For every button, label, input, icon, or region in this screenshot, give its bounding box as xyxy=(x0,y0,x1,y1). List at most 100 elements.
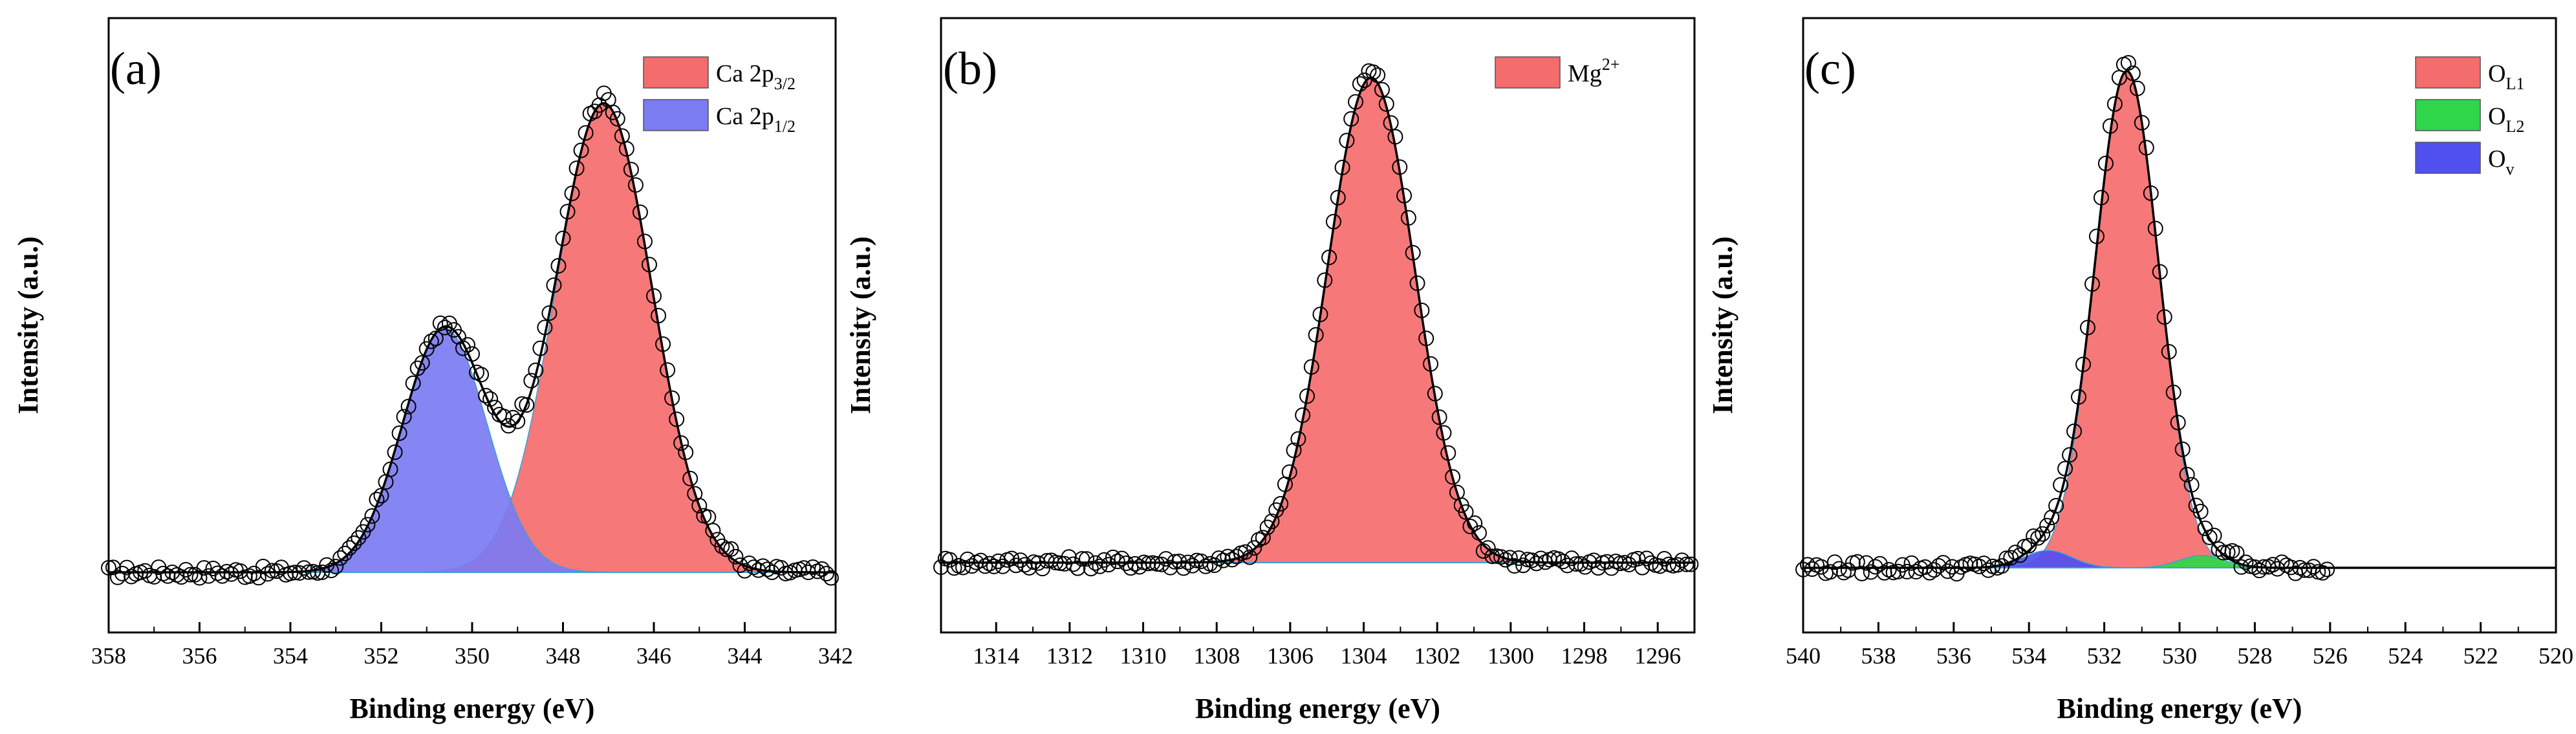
data-point xyxy=(364,508,380,524)
data-point xyxy=(1427,385,1443,402)
data-point xyxy=(432,315,448,331)
legend: OL1 OL2 Ov xyxy=(2415,56,2524,178)
data-point xyxy=(1317,272,1333,288)
data-point xyxy=(1105,549,1121,565)
data-point xyxy=(2156,309,2172,325)
data-point xyxy=(1440,445,1456,461)
y-axis-title: Intensity (a.u.) xyxy=(12,236,44,414)
data-point xyxy=(2138,140,2154,156)
data-point xyxy=(814,561,830,577)
data-point xyxy=(1502,550,1518,566)
panel-a-chart: 358 356 354 352 350 348 346 344 342 Binding energ… xyxy=(12,17,853,724)
data-point xyxy=(2165,384,2181,400)
data-point xyxy=(2097,155,2114,171)
data-point xyxy=(1184,557,1200,574)
data-point xyxy=(1348,94,1364,110)
data-point xyxy=(1303,359,1319,375)
data-point xyxy=(1374,81,1390,98)
data-point xyxy=(2062,447,2078,463)
legend-swatch xyxy=(1495,56,1561,89)
data-point xyxy=(1255,530,1271,546)
data-point xyxy=(255,558,271,574)
data-point xyxy=(400,398,417,415)
data-point xyxy=(609,111,625,127)
data-point xyxy=(328,559,344,575)
data-point xyxy=(1325,213,1341,230)
data-point xyxy=(1123,560,1139,576)
data-point xyxy=(1378,96,1394,112)
data-point xyxy=(2319,561,2335,577)
data-point xyxy=(2093,189,2109,206)
data-point xyxy=(627,177,644,193)
data-point xyxy=(1365,64,1381,80)
data-point xyxy=(532,340,548,356)
data-point xyxy=(2265,557,2281,573)
data-point xyxy=(2215,545,2231,561)
data-point xyxy=(1334,159,1350,175)
data-point xyxy=(1678,556,1694,572)
data-point xyxy=(646,288,662,304)
x-tick-label: 348 xyxy=(546,643,581,669)
data-point xyxy=(1971,558,1987,574)
data-point xyxy=(1295,407,1311,423)
data-point xyxy=(1849,554,1865,570)
data-point xyxy=(351,530,367,546)
data-point xyxy=(191,570,208,586)
data-point xyxy=(1281,464,1297,480)
x-axis-title: Binding energy (eV) xyxy=(1195,693,1440,724)
data-point xyxy=(641,257,657,273)
data-point xyxy=(473,367,490,383)
legend-label: Ca 2p3/2 xyxy=(716,60,796,93)
data-point xyxy=(319,557,335,573)
data-point xyxy=(1127,556,1143,572)
data-point xyxy=(246,565,262,581)
data-point xyxy=(2143,185,2159,201)
data-point xyxy=(2039,517,2055,534)
envelope-fit-line xyxy=(1803,69,2556,569)
data-point xyxy=(346,535,362,552)
data-point xyxy=(450,329,466,345)
y-axis-title: Intensity (a.u.) xyxy=(1707,236,1738,414)
data-point xyxy=(464,346,480,362)
data-point xyxy=(1273,495,1289,512)
data-point xyxy=(178,561,194,577)
x-tick-label: 1300 xyxy=(1488,643,1534,669)
data-point xyxy=(478,387,494,404)
data-point xyxy=(2247,559,2263,575)
data-point xyxy=(1926,562,1942,578)
data-point xyxy=(2044,510,2060,526)
data-point xyxy=(1475,543,1491,559)
data-point xyxy=(382,461,398,477)
data-point xyxy=(1312,307,1328,323)
data-point xyxy=(977,558,993,574)
data-point xyxy=(573,142,589,158)
x-tick-label: 540 xyxy=(1786,643,1821,669)
data-point xyxy=(1414,302,1430,318)
x-tick-label: 1298 xyxy=(1561,643,1608,669)
data-point xyxy=(678,444,694,460)
data-point xyxy=(341,540,358,556)
data-point xyxy=(2003,550,2019,566)
data-point xyxy=(955,559,971,576)
x-tick-label: 1296 xyxy=(1634,643,1681,669)
data-point xyxy=(2174,441,2191,457)
x-tick-label: 344 xyxy=(728,643,763,669)
x-tick-label: 530 xyxy=(2162,643,2197,669)
data-point xyxy=(1290,431,1306,447)
data-point xyxy=(1409,275,1425,292)
data-point xyxy=(1052,555,1068,571)
data-point xyxy=(409,360,426,376)
data-point xyxy=(283,565,298,581)
data-point xyxy=(537,319,553,336)
data-point xyxy=(1330,189,1346,206)
data-point xyxy=(1343,111,1359,127)
data-point xyxy=(1017,557,1033,573)
data-point xyxy=(723,541,739,557)
peak-area-0 xyxy=(1153,77,1590,563)
data-point xyxy=(2079,319,2095,336)
data-point xyxy=(1079,551,1095,567)
data-point xyxy=(337,545,353,561)
data-point xyxy=(1872,556,1888,572)
data-point xyxy=(2179,466,2195,482)
data-point xyxy=(391,425,407,441)
